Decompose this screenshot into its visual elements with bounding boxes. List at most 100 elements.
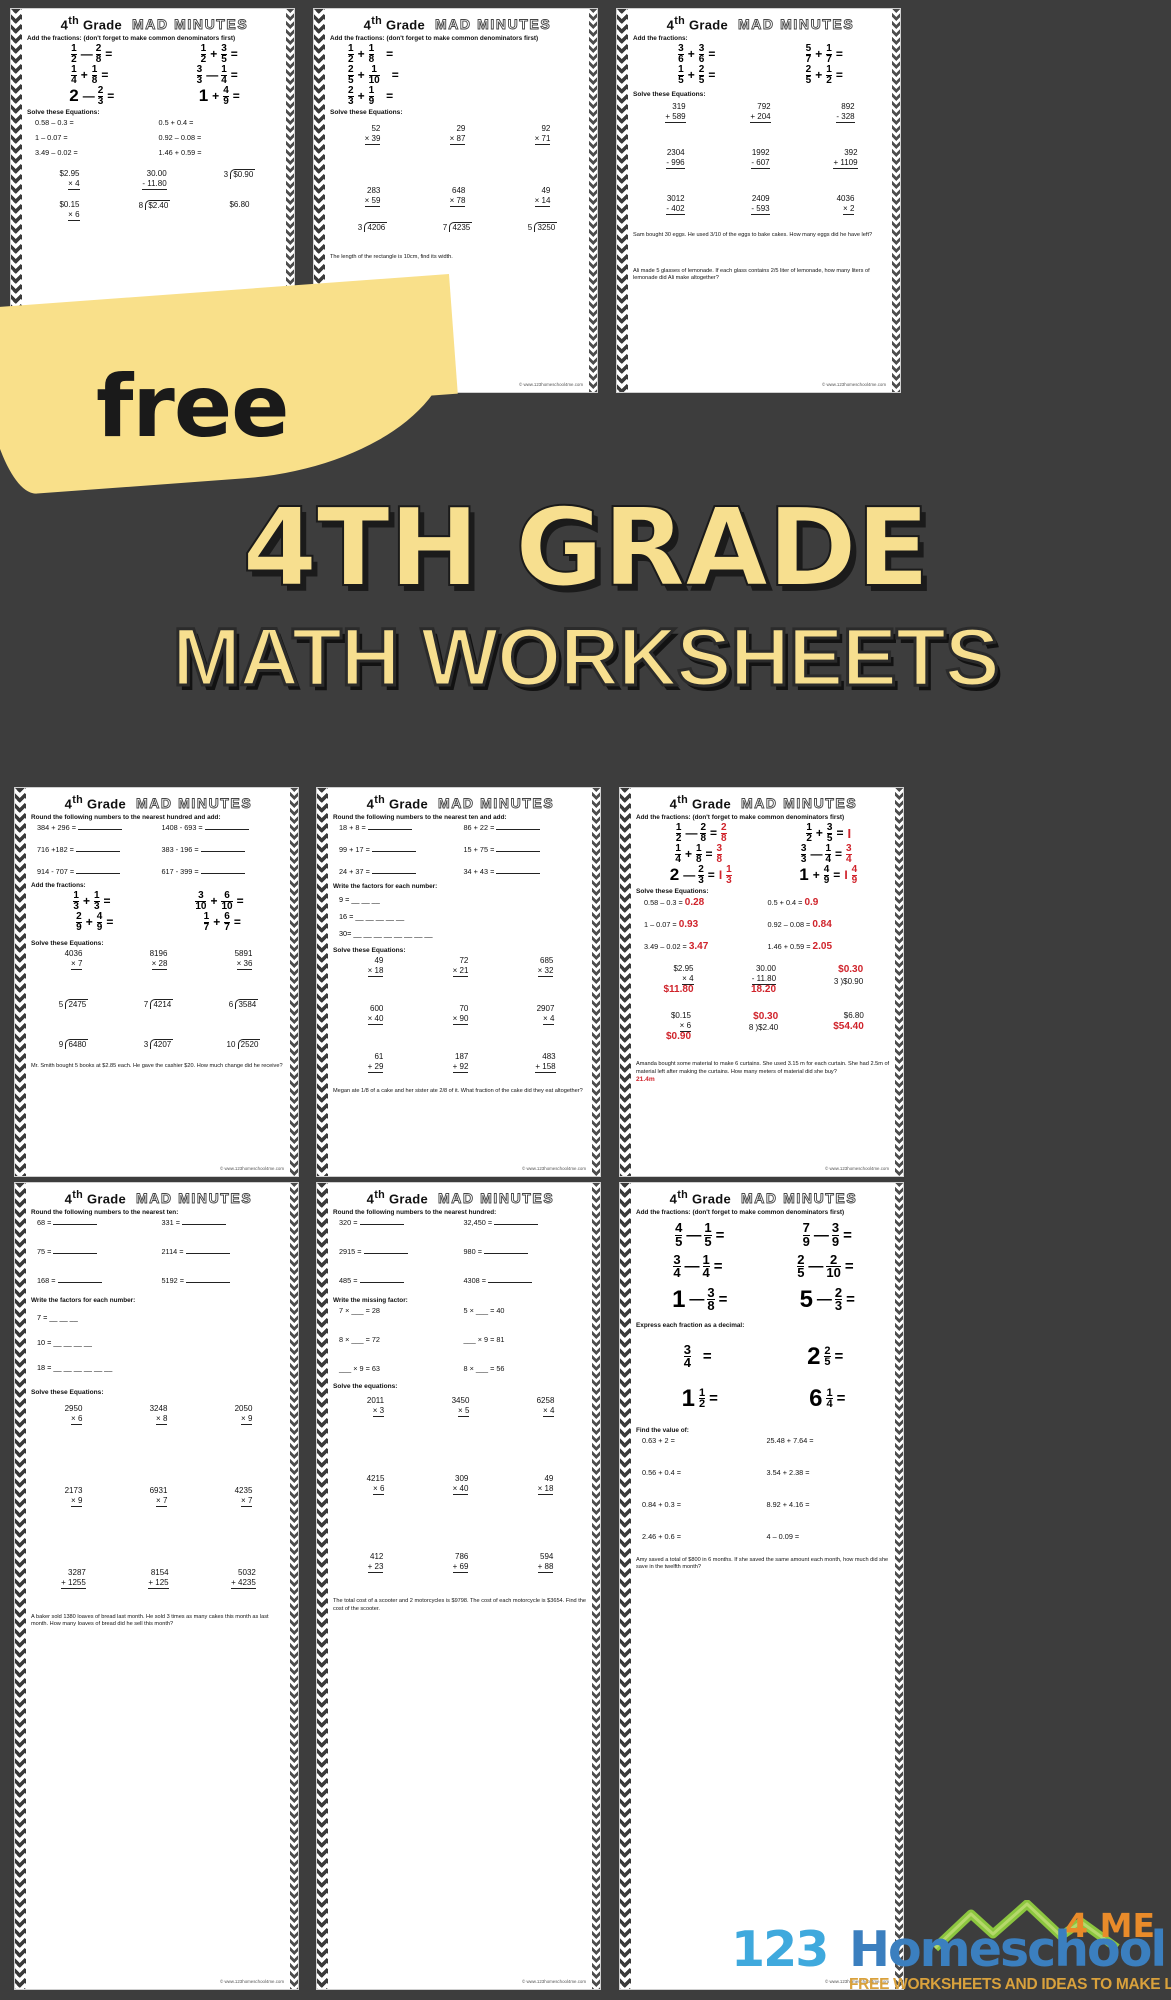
column-arithmetic: $2.95 × 4 30.00- 11.80 3 $0.90 $0.15 × 6 8… xyxy=(27,169,282,222)
equation: 384 + 296 = xyxy=(37,823,162,832)
worksheet-thumbnail-7[interactable]: 4th Grade MAD MINUTES Round the followin… xyxy=(14,1182,299,1990)
rounding-grid: 384 + 296 = 1408 - 693 = 716 +182 = 383 … xyxy=(31,823,286,876)
word-problem: The length of the rectangle is 10cm, fin… xyxy=(330,254,453,261)
multiplication-grid: 4036 × 7 8196 × 28 5891 × 36 5 2475 7 4214 … xyxy=(31,949,286,1050)
fraction-problem: 1 2—2 8 = 2 8 xyxy=(675,822,727,844)
instruction-text-2: Express each fraction as a decimal: xyxy=(636,1321,745,1329)
fraction-problem: 1 3 +1 3 = xyxy=(73,890,111,912)
equation: 5192 = xyxy=(162,1276,287,1285)
solve-label: Solve these Equations: xyxy=(333,946,406,954)
column-problem: 594 + 88 xyxy=(537,1552,554,1574)
fraction-problem: 3 3—1 4 = xyxy=(196,64,238,86)
column-problem: 49 × 18 xyxy=(367,955,384,977)
worksheet-thumbnail-4[interactable]: 4th Grade MAD MINUTES Round the followin… xyxy=(14,787,299,1177)
copyright: © www.123homeschool4me.com xyxy=(521,1166,586,1171)
copyright: © www.123homeschool4me.com xyxy=(521,1979,586,1984)
copyright: © www.123homeschool4me.com xyxy=(219,1166,284,1171)
solve-label: Solve these Equations: xyxy=(31,940,104,948)
column-problem: 2304- 996 xyxy=(666,148,685,170)
division-grid: 3 4206 7 4235 5 3250 xyxy=(330,222,585,233)
column-problem: 4036 × 2 xyxy=(836,194,855,216)
site-logo[interactable]: 123 Homeschool 4 ME FREE WORKSHEETS AND … xyxy=(731,1898,1171,1994)
factor-line: 10 = __ __ __ __ xyxy=(37,1338,92,1348)
long-division: 5 3250 xyxy=(527,222,558,233)
word-problem: A baker sold 1380 loaves of bread last m… xyxy=(31,1613,269,1628)
word-problem: Amy saved a total of $800 in 6 months. I… xyxy=(636,1556,889,1571)
worksheet-thumbnail-9[interactable]: 4th Grade MAD MINUTES Add the fractions:… xyxy=(619,1182,904,1990)
long-division: 9 6480 xyxy=(58,1039,89,1050)
worksheet-title: 4th Grade MAD MINUTES xyxy=(666,15,855,33)
equation: 0.5 + 0.4 = xyxy=(158,118,194,128)
fraction-problem: 2 9 +4 9 = xyxy=(76,911,114,933)
fraction-problem: 7 9—3 9 = xyxy=(802,1220,852,1249)
worksheet-title: 4th Grade MAD MINUTES xyxy=(669,1189,858,1207)
fraction-row: 2—2 3 = 1 +4 9 = xyxy=(27,86,282,106)
worksheet-thumbnail-6[interactable]: 4th Grade MAD MINUTES Add the fractions:… xyxy=(619,787,904,1177)
column-problem: $2.95 × 4 $11.80 xyxy=(663,964,694,996)
column-problem: 648 × 78 xyxy=(449,186,466,208)
equation: 3.54 + 2.38 = xyxy=(766,1467,810,1477)
column-problem: 283 × 59 xyxy=(364,186,381,208)
solve-label: Solve these Equations: xyxy=(636,888,709,896)
equation: 2.46 + 0.6 = xyxy=(642,1531,681,1541)
instruction-text-2: Write the factors for each number: xyxy=(31,1297,136,1305)
column-problem: 61 + 29 xyxy=(367,1051,384,1073)
equation: 716 +182 = xyxy=(37,845,162,854)
word-problem: The total cost of a scooter and 2 motorc… xyxy=(333,1598,586,1612)
fraction-problem: 1 2 +1 8 = xyxy=(348,43,394,65)
equation: 0.92 – 0.08 = 0.84 xyxy=(767,919,832,931)
fraction-row: 1 2 +1 8 = xyxy=(330,44,585,64)
column-problem: 8154 + 125 xyxy=(148,1567,169,1589)
equation: 18 + 8 = xyxy=(339,823,464,832)
fraction-row: 3 6 +3 6 = 5 7 +1 7 = xyxy=(633,44,888,64)
column-problem: 72 × 21 xyxy=(452,955,469,977)
instruction-text-2: Write the factors for each number: xyxy=(333,883,438,891)
instruction-text-2: Add the fractions: xyxy=(31,882,86,890)
solve-label: Solve these Equations: xyxy=(31,1388,104,1396)
fraction-problem: 2 3 +1 9 = xyxy=(348,85,394,107)
equation: 0.5 + 0.4 = 0.9 xyxy=(767,897,819,909)
fraction-problem: 3 4—1 4 = xyxy=(673,1252,723,1281)
logo-word: Homeschool xyxy=(849,1921,1167,1978)
worksheet-title: 4th Grade MAD MINUTES xyxy=(366,794,555,812)
fraction-row: 4 5—1 5 = 7 9—3 9 = xyxy=(636,1220,891,1249)
logo-4me: 4 ME xyxy=(1065,1906,1155,1945)
factor-line: 8 × ___ = 72 xyxy=(339,1335,380,1345)
equation: 24 + 37 = xyxy=(339,867,464,876)
column-problem: 600 × 40 xyxy=(367,1003,384,1025)
equation: 15 + 75 = xyxy=(464,845,589,854)
copyright: © www.123homeschool4me.com xyxy=(219,1979,284,1984)
fraction-problem: 1 5 +2 5 = xyxy=(678,64,716,86)
worksheet-thumbnail-8[interactable]: 4th Grade MAD MINUTES Round the followin… xyxy=(316,1182,601,1990)
fraction-problem: 2 2 5 = xyxy=(807,1342,844,1370)
long-division: 3 4207 xyxy=(143,1039,174,1050)
decimal-fraction-row: 3 4 = 2 2 5 = xyxy=(636,1343,891,1371)
worksheet-thumbnail-5[interactable]: 4th Grade MAD MINUTES Round the followin… xyxy=(316,787,601,1177)
column-problem: 6931 × 7 xyxy=(149,1485,168,1507)
solve-label: Solve these Equations: xyxy=(27,109,100,117)
fraction-row: 2—2 3 = I 1 3 1 +4 9 = I 4 9 xyxy=(636,865,891,885)
column-problem: 52 × 39 xyxy=(364,124,381,146)
column-problem: 483 + 158 xyxy=(535,1051,556,1073)
column-problem: 187 + 92 xyxy=(452,1051,469,1073)
column-problem: 5032 + 4235 xyxy=(231,1567,256,1589)
fraction-problem: 1 4 +1 8 = xyxy=(71,64,109,86)
column-problem: 2907 × 4 xyxy=(536,1003,555,1025)
equation: 0.92 – 0.08 = xyxy=(158,133,202,143)
column-problem: 49 × 14 xyxy=(534,186,551,208)
worksheet-thumbnail-3[interactable]: 4th Grade MAD MINUTES Add the fractions:… xyxy=(616,8,901,393)
copyright: © www.123homeschool4me.com xyxy=(821,382,886,387)
fraction-problem: 2 5 +1 10 = xyxy=(348,64,399,86)
fraction-problem: 3 10 +6 10 = xyxy=(195,890,244,912)
equation: 3.49 – 0.02 = 3.47 xyxy=(644,941,709,953)
value-grid: 0.63 + 2 = 25.48 + 7.64 = 0.56 + 0.4 = 3… xyxy=(636,1436,891,1541)
column-problem: 70 × 90 xyxy=(452,1003,469,1025)
fraction-problem: 1—3 8 = xyxy=(672,1284,728,1314)
column-problem: 392 + 1109 xyxy=(833,148,858,170)
column-problem: 30.00- 11.80 18.20 xyxy=(750,964,777,996)
factor-line: 18 = __ __ __ __ __ __ xyxy=(37,1362,113,1372)
column-problem: 2050 × 9 xyxy=(234,1403,253,1425)
fraction-row: 1 4 +1 8 = 3 8 3 3—1 4 = 3 4 xyxy=(636,844,891,864)
factors-list: 7 = __ __ __ 10 = __ __ __ __ 18 = __ __… xyxy=(31,1306,286,1380)
column-problem: 92 × 71 xyxy=(534,124,551,146)
